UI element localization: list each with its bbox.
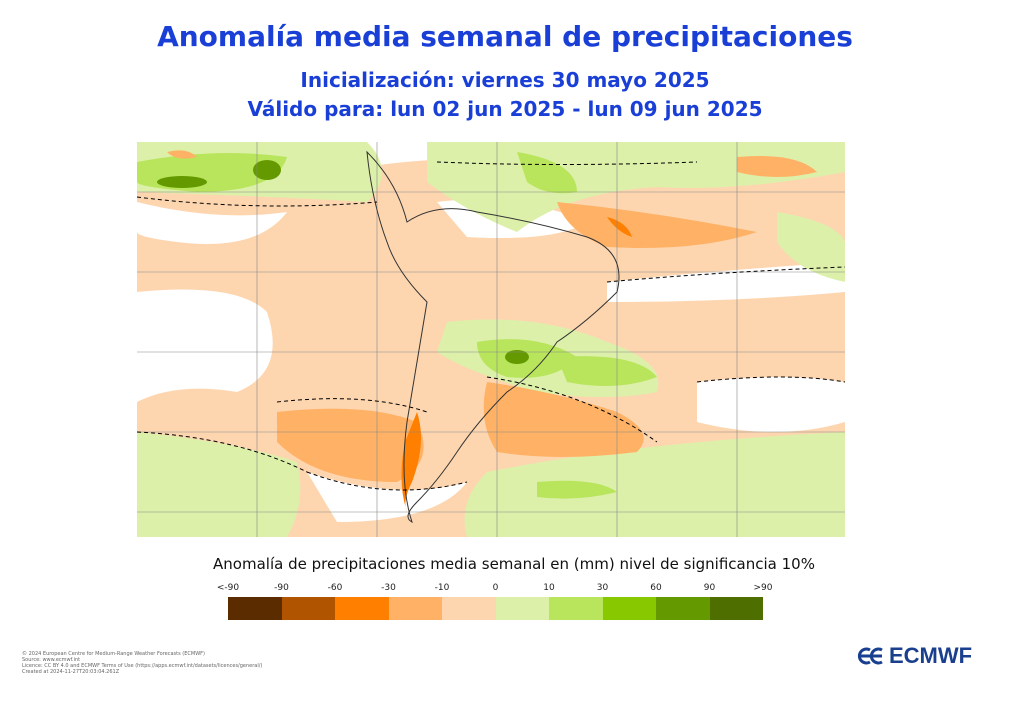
legend-color-box — [656, 597, 710, 620]
legend-color-box — [495, 597, 549, 620]
source: Source: www.ecmwf.int — [22, 657, 81, 663]
legend-label: >90 — [753, 583, 773, 593]
legend-colorbar — [228, 597, 763, 620]
legend-label: -60 — [327, 583, 343, 593]
legend-label: -90 — [274, 583, 289, 593]
ecmwf-logo-icon — [857, 647, 883, 665]
legend-color-box — [602, 597, 656, 620]
legend-label: 30 — [596, 583, 609, 593]
precipitation-anomaly-map — [137, 142, 845, 537]
legend-label: 90 — [703, 583, 716, 593]
page-title: Anomalía media semanal de precipitacione… — [157, 20, 853, 53]
ecmwf-logo-text: ECMWF — [889, 643, 973, 668]
legend-label: -30 — [381, 583, 396, 593]
legend-color-box — [335, 597, 389, 620]
legend-color-box — [442, 597, 496, 620]
licence: Licence: CC BY 4.0 and ECMWF Terms of Us… — [22, 663, 263, 669]
created-at: Created at 2024-11-27T20:03:04.261Z — [22, 669, 120, 675]
legend-label: <-90 — [216, 583, 240, 593]
legend-title: Anomalía de precipitaciones media semana… — [213, 555, 815, 573]
legend-label: 10 — [543, 583, 555, 593]
legend-color-box — [709, 597, 763, 620]
legend-color-box — [281, 597, 335, 620]
legend-color-box — [228, 597, 282, 620]
ecmwf-logo: ECMWF — [856, 643, 972, 669]
south-america-coastline — [366, 150, 620, 523]
legend-label: 60 — [650, 583, 662, 593]
legend-label: -10 — [434, 583, 450, 593]
legend-color-box — [549, 597, 603, 620]
legend-labels: <-90 -90 -60 -30 -10 0 10 30 60 90 >90 — [217, 583, 773, 595]
initialization-date: Inicialización: viernes 30 mayo 2025 — [300, 68, 710, 92]
valid-period: Válido para: lun 02 jun 2025 - lun 09 ju… — [247, 97, 763, 121]
legend-label: 0 — [492, 583, 499, 593]
legend-color-box — [388, 597, 442, 620]
footer-credits: © 2024 European Centre for Medium-Range … — [22, 651, 262, 675]
copyright: © 2024 European Centre for Medium-Range … — [22, 651, 205, 657]
